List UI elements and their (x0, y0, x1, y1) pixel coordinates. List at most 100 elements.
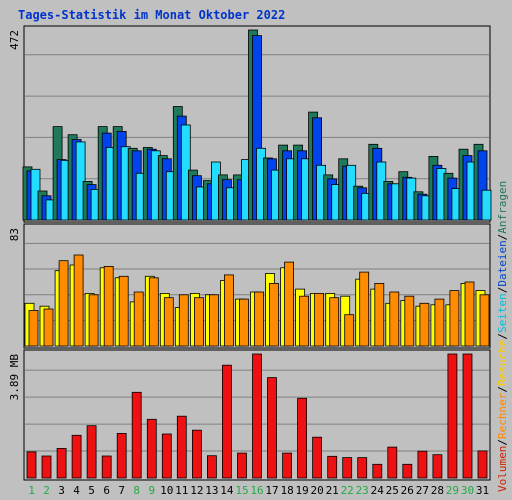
bar-volumen-day-30 (462, 353, 473, 479)
bar-rechner-day-15 (239, 298, 249, 347)
bar-volumen-day-1 (26, 451, 37, 479)
bar-rechner-day-23 (359, 271, 370, 347)
x-axis-day-labels: 1 2 3 4 5 6 7 8 9 10 11 12 13 14 15 16 17 18 19 20 21 22 23 24 2… (28, 484, 489, 497)
day-label-13: 13 (205, 484, 218, 497)
bar-volumen-day-17 (267, 377, 277, 479)
panel-volume: 3.89 MB (8, 349, 491, 481)
bar-volumen-day-24 (372, 463, 383, 479)
bar-volumen-day-23 (357, 457, 368, 479)
bar-volumen-day-28 (432, 454, 443, 479)
day-label-1: 1 (28, 484, 35, 497)
day-label-16: 16 (250, 484, 263, 497)
bar-volumen-day-22 (342, 457, 353, 479)
bar-rechner-day-7 (118, 275, 129, 347)
bar-rechner-day-14 (223, 274, 234, 347)
bar-rechner-day-22 (344, 314, 355, 347)
bar-volumen-day-3 (56, 447, 67, 479)
bar-volumen-day-18 (282, 452, 293, 479)
bar-volumen-day-7 (116, 432, 127, 479)
bar-rechner-day-16 (254, 291, 264, 347)
bar-volumen-day-10 (161, 433, 172, 479)
bar-rechner-day-11 (178, 294, 189, 347)
day-label-27: 27 (416, 484, 429, 497)
bar-volumen-day-27 (417, 450, 428, 479)
day-label-8: 8 (133, 484, 140, 497)
bar-volumen-day-29 (447, 353, 458, 479)
legend-part-5: / (496, 333, 509, 340)
bar-volumen-day-21 (327, 455, 338, 479)
bar-rechner-day-12 (193, 297, 204, 347)
legend-part-1: / (496, 439, 509, 446)
legend-part-3: / (496, 386, 509, 393)
day-label-10: 10 (160, 484, 173, 497)
day-label-19: 19 (295, 484, 308, 497)
bar-volumen-day-14 (221, 364, 232, 479)
legend-part-0: Volumen (496, 446, 509, 492)
day-label-31: 31 (476, 484, 489, 497)
legend-part-10: Anfragen (496, 181, 509, 234)
bar-rechner-day-28 (434, 298, 445, 347)
day-label-28: 28 (431, 484, 444, 497)
bar-rechner-day-8 (133, 291, 144, 347)
day-label-9: 9 (148, 484, 155, 497)
bar-volumen-day-4 (71, 434, 82, 479)
bar-rechner-day-2 (43, 308, 54, 347)
bar-volumen-day-9 (146, 418, 157, 479)
vertical-legend: Volumen/Rechner/Besuche/Seiten/Dateien/A… (496, 181, 509, 492)
day-label-26: 26 (401, 484, 414, 497)
bar-volumen-day-19 (297, 397, 308, 479)
bar-rechner-day-21 (329, 297, 340, 347)
bar-rechner-day-30 (464, 281, 475, 347)
day-label-18: 18 (280, 484, 293, 497)
bar-volumen-day-12 (191, 429, 202, 479)
bar-rechner-day-4 (73, 254, 84, 347)
day-label-3: 3 (58, 484, 65, 497)
bar-rechner-day-9 (148, 277, 159, 347)
bar-rechner-day-27 (419, 302, 430, 347)
y-max-label: 83 (8, 228, 21, 241)
day-label-24: 24 (371, 484, 385, 497)
bar-volumen-day-5 (86, 425, 97, 479)
bar-volumen-day-8 (131, 391, 142, 479)
y-max-label: 3.89 MB (8, 354, 21, 401)
day-label-5: 5 (88, 484, 95, 497)
bar-volumen-day-16 (252, 353, 262, 479)
bar-seiten-day-4 (75, 141, 86, 221)
legend-part-8: Dateien (496, 240, 509, 286)
day-label-22: 22 (341, 484, 354, 497)
chart-panels: 472 83 3.89 MB (8, 25, 492, 481)
bar-volumen-day-25 (387, 446, 398, 479)
bar-rechner-day-29 (449, 290, 460, 347)
bar-volumen-day-26 (402, 463, 413, 479)
bar-rechner-day-6 (103, 265, 114, 347)
day-label-30: 30 (461, 484, 474, 497)
bar-volumen-day-11 (176, 415, 187, 479)
bar-rechner-day-1 (28, 310, 39, 347)
legend-part-2: Rechner (496, 392, 509, 439)
bar-rechner-day-13 (208, 294, 219, 347)
bar-rechner-day-19 (299, 295, 310, 347)
day-label-15: 15 (235, 484, 248, 497)
bar-rechner-day-10 (163, 297, 174, 347)
bar-volumen-day-13 (206, 455, 217, 479)
day-label-29: 29 (446, 484, 459, 497)
y-max-label: 472 (8, 30, 21, 50)
panel-visits-hosts: 83 (8, 223, 491, 349)
day-label-20: 20 (310, 484, 323, 497)
bar-volumen-day-31 (477, 450, 488, 479)
day-label-2: 2 (43, 484, 50, 497)
legend-part-9: / (496, 234, 509, 241)
legend-part-7: / (496, 287, 509, 294)
day-label-17: 17 (265, 484, 278, 497)
day-label-12: 12 (190, 484, 203, 497)
bar-rechner-day-25 (389, 291, 400, 347)
bar-rechner-day-3 (58, 260, 69, 347)
bar-rechner-day-24 (374, 282, 385, 347)
bar-volumen-day-15 (237, 452, 247, 479)
day-label-25: 25 (386, 484, 399, 497)
day-label-7: 7 (118, 484, 125, 497)
day-label-6: 6 (103, 484, 110, 497)
bar-volumen-day-6 (101, 455, 112, 479)
day-label-14: 14 (220, 484, 234, 497)
